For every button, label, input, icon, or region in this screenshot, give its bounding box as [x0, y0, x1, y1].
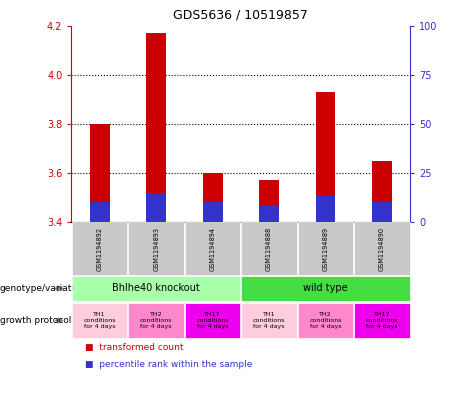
Text: ■  percentile rank within the sample: ■ percentile rank within the sample: [85, 360, 253, 369]
Text: wild type: wild type: [303, 283, 348, 294]
Bar: [316, 195, 336, 222]
Text: GSM1194894: GSM1194894: [210, 226, 216, 271]
Title: GDS5636 / 10519857: GDS5636 / 10519857: [173, 9, 308, 22]
Bar: [203, 173, 223, 222]
Bar: [146, 193, 166, 222]
Text: Bhlhe40 knockout: Bhlhe40 knockout: [112, 283, 200, 294]
Bar: [372, 202, 392, 222]
Text: ■  transformed count: ■ transformed count: [85, 343, 184, 352]
Text: TH17
conditions
for 4 days: TH17 conditions for 4 days: [196, 312, 229, 329]
Bar: [372, 161, 392, 222]
Text: GSM1194890: GSM1194890: [379, 226, 385, 271]
Text: genotype/variation: genotype/variation: [0, 284, 86, 293]
Bar: [90, 124, 110, 222]
Text: growth protocol: growth protocol: [0, 316, 71, 325]
Text: GSM1194893: GSM1194893: [153, 227, 159, 270]
Text: GSM1194888: GSM1194888: [266, 226, 272, 271]
Text: TH17
conditions
for 4 days: TH17 conditions for 4 days: [366, 312, 398, 329]
Text: TH2
conditions
for 4 days: TH2 conditions for 4 days: [309, 312, 342, 329]
Text: TH1
conditions
for 4 days: TH1 conditions for 4 days: [253, 312, 285, 329]
Text: GSM1194892: GSM1194892: [97, 226, 103, 271]
Text: GSM1194889: GSM1194889: [323, 226, 329, 271]
Bar: [316, 92, 336, 222]
Text: TH1
conditions
for 4 days: TH1 conditions for 4 days: [83, 312, 116, 329]
Bar: [90, 202, 110, 222]
Bar: [259, 206, 279, 222]
Bar: [203, 202, 223, 222]
Text: TH2
conditions
for 4 days: TH2 conditions for 4 days: [140, 312, 172, 329]
Bar: [146, 33, 166, 222]
Bar: [259, 180, 279, 222]
